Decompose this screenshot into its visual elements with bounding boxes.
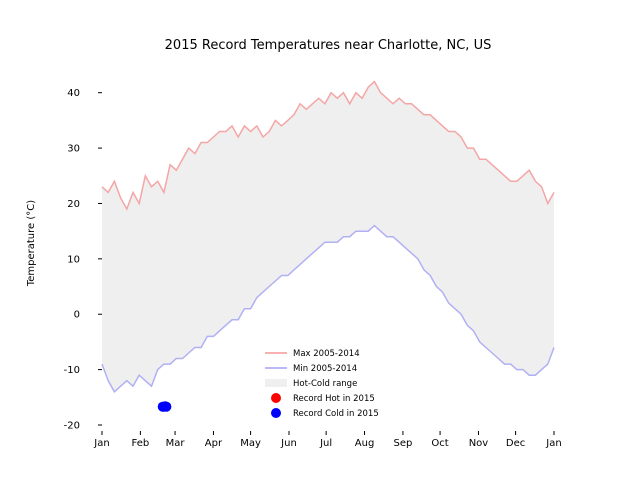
plot-area	[101, 80, 555, 412]
x-tick-label: Feb	[132, 438, 150, 449]
y-tick-label: 0	[74, 310, 80, 321]
x-tick-label: Jul	[319, 438, 332, 449]
legend-item-record-cold-label: Record Cold in 2015	[293, 409, 379, 419]
chart-title: 2015 Record Temperatures near Charlotte,…	[165, 38, 492, 53]
y-tick-label: 10	[67, 254, 80, 265]
legend-item-min-label: Min 2005-2014	[293, 364, 357, 374]
y-tick-label: -10	[64, 365, 80, 376]
y-tick-label: 30	[67, 144, 80, 155]
x-tick-label: Sep	[393, 438, 412, 449]
record-cold-point	[161, 401, 172, 412]
legend-item-range-swatch	[265, 379, 287, 387]
legend-item-record-hot-swatch	[271, 393, 281, 403]
legend-item-max-label: Max 2005-2014	[293, 349, 360, 359]
axes: -20 -10 0 10 20 30 40 Jan Feb Mar Apr May Jun Jul Aug S…	[64, 88, 562, 449]
y-axis-label: Temperature (°C)	[26, 200, 37, 287]
min-temperature-line	[101, 224, 555, 393]
y-tick-label: 20	[67, 199, 80, 210]
x-tick-label: Dec	[506, 438, 525, 449]
y-tick-label: -20	[64, 421, 80, 432]
x-tick-label: Apr	[205, 438, 223, 449]
max-temperature-line	[101, 80, 555, 211]
y-tick-label: 40	[67, 88, 80, 99]
legend-item-record-hot-label: Record Hot in 2015	[293, 394, 375, 404]
legend-item-range-label: Hot-Cold range	[293, 379, 357, 389]
x-tick-label: Jan	[545, 438, 561, 449]
x-tick-label: Oct	[431, 438, 448, 449]
x-tick-label: May	[240, 438, 261, 449]
x-tick-label: Mar	[166, 438, 186, 449]
x-tick-label: Jun	[280, 438, 297, 449]
legend: Max 2005-2014 Min 2005-2014 Hot-Cold range…	[265, 349, 379, 419]
x-tick-label: Aug	[355, 438, 375, 449]
x-tick-label: Nov	[469, 438, 489, 449]
hot-cold-range-area	[102, 81, 554, 392]
x-tick-label: Jan	[93, 438, 109, 449]
legend-item-record-cold-swatch	[271, 408, 281, 418]
